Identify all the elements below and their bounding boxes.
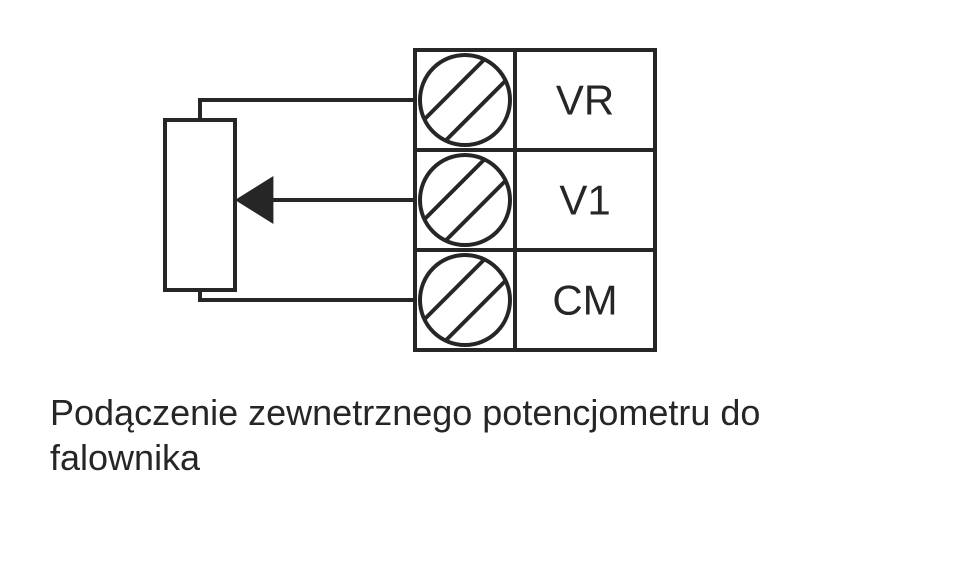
- wiper-arrowhead: [235, 176, 273, 224]
- terminal-label: V1: [559, 177, 610, 224]
- terminal-label: CM: [552, 277, 617, 324]
- potentiometer-body: [165, 120, 235, 290]
- terminal-label: VR: [556, 77, 614, 124]
- wire-vr: [200, 100, 415, 120]
- diagram-caption: Podączenie zewnetrznego potencjometru do…: [50, 390, 920, 480]
- wiring-diagram-svg: VR V1 CM: [0, 0, 970, 583]
- diagram-container: VR V1 CM: [0, 0, 970, 583]
